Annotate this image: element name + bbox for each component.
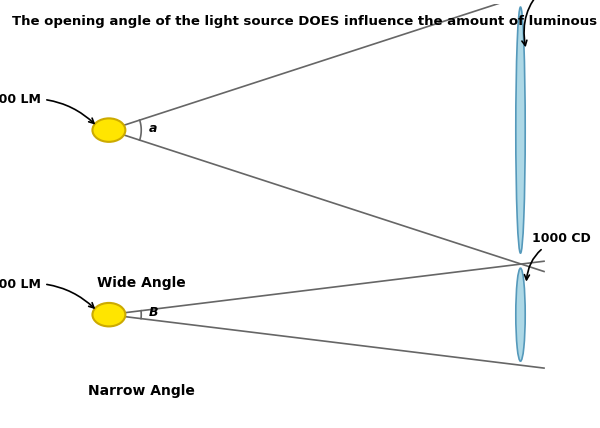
Text: a: a <box>148 122 157 134</box>
Text: 500 CD: 500 CD <box>522 0 582 45</box>
Text: 300 LM: 300 LM <box>0 278 94 308</box>
Ellipse shape <box>516 268 525 361</box>
Circle shape <box>92 303 125 327</box>
Text: 1000 CD: 1000 CD <box>524 232 591 280</box>
Text: The opening angle of the light source DOES influence the amount of luminous inte: The opening angle of the light source DO… <box>12 15 600 28</box>
Text: Narrow Angle: Narrow Angle <box>88 384 194 398</box>
Ellipse shape <box>516 7 525 253</box>
Text: 300 LM: 300 LM <box>0 93 94 123</box>
Circle shape <box>92 119 125 142</box>
Text: B: B <box>148 306 158 319</box>
Text: Wide Angle: Wide Angle <box>97 276 185 290</box>
